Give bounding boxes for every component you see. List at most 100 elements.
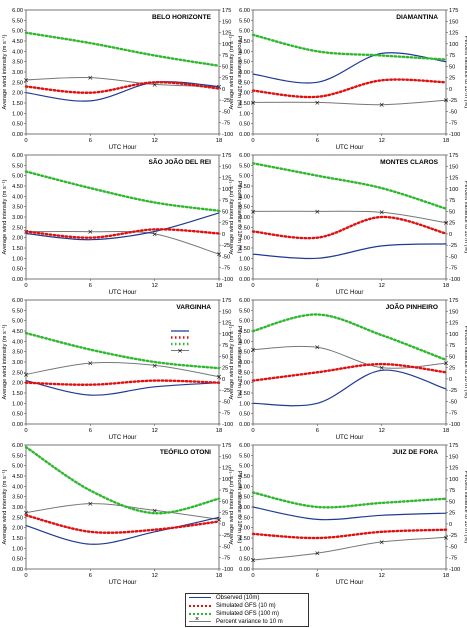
- y-right-tick-label: 75: [449, 343, 455, 349]
- y-right-tick-label: 175: [449, 298, 458, 304]
- series-line-gfs100: [24, 331, 221, 370]
- y-right-tick-label: 150: [449, 454, 458, 460]
- y-right-tick-label: -25: [449, 533, 457, 539]
- y-right-tick-label: 100: [449, 187, 458, 193]
- y-left-tick-label: 4.00: [12, 194, 23, 200]
- panel-title: MONTES CLAROS: [380, 159, 438, 166]
- y-right-tick-label: 100: [222, 477, 231, 483]
- y-right-tick-label: 100: [449, 477, 458, 483]
- y-right-tick-label: 75: [449, 198, 455, 204]
- series-line-percent: [25, 231, 220, 255]
- percent-marker: ×: [250, 99, 256, 107]
- y-left-tick-label: 3.50: [239, 205, 250, 211]
- y-right-tick-label: -50: [449, 399, 457, 405]
- y-right-tick-label: -100: [222, 422, 233, 428]
- y-right-tick-label: 75: [222, 343, 228, 349]
- percent-marker: ×: [216, 251, 222, 259]
- x-tick-label: 6: [316, 573, 319, 579]
- y-left-tick-label: 3.00: [239, 505, 250, 511]
- x-tick-label: 6: [89, 138, 92, 144]
- y-right-tick-label: 25: [222, 76, 228, 82]
- x-tick-label: 12: [378, 283, 384, 289]
- y-right-axis-label: Percent variance to 10 m (%): [463, 36, 467, 109]
- y-right-tick-label: -75: [222, 556, 230, 562]
- y-left-tick-label: 6.00: [239, 153, 250, 159]
- y-right-tick-label: 100: [222, 332, 231, 338]
- series-line-observed: [252, 243, 447, 260]
- y-right-tick-label: 125: [449, 466, 458, 472]
- y-right-tick-label: -25: [222, 533, 230, 539]
- x-tick-label: 12: [378, 428, 384, 434]
- y-left-tick-label: 4.00: [239, 484, 250, 490]
- y-left-tick-label: 2.50: [239, 515, 250, 521]
- y-left-tick-label: 3.00: [12, 70, 23, 76]
- y-left-tick-label: 3.00: [12, 505, 23, 511]
- x-axis-label: UTC Hour: [109, 579, 137, 586]
- y-left-tick-label: 1.00: [239, 401, 250, 407]
- series-line-observed: [25, 81, 220, 102]
- y-right-tick-label: 25: [449, 76, 455, 82]
- y-right-axis-label: Percent variance to 10 m (%): [236, 36, 242, 109]
- panel-title: BELO HORIZONTE: [152, 14, 212, 21]
- y-right-tick-label: -25: [449, 243, 457, 249]
- y-left-tick-label: 3.50: [12, 205, 23, 211]
- series-line-observed: [25, 516, 220, 545]
- y-left-tick-label: 2.50: [239, 80, 250, 86]
- y-left-tick-label: 3.50: [239, 350, 250, 356]
- series-line-gfs10: [251, 528, 448, 540]
- y-right-tick-label: -75: [449, 556, 457, 562]
- y-right-axis-label: Percent variance to 10 m (%): [463, 326, 467, 399]
- y-left-tick-label: 5.50: [12, 453, 23, 459]
- chart-panel: 6.00 5.50 5.00 4.50 4.00 3.50 3.00 2.50 2.00 1.50…: [2, 443, 242, 586]
- y-right-tick-label: 100: [222, 187, 231, 193]
- y-left-tick-label: 3.50: [12, 495, 23, 501]
- y-right-tick-label: -25: [449, 98, 457, 104]
- y-right-tick-label: 50: [449, 499, 455, 505]
- y-left-tick-label: 5.00: [239, 174, 250, 180]
- y-right-tick-label: 175: [222, 8, 231, 14]
- y-left-tick-label: 1.00: [12, 401, 23, 407]
- series-line-percent: [25, 76, 220, 88]
- y-left-tick-label: 2.00: [239, 236, 250, 242]
- y-left-tick-label: 5.50: [239, 163, 250, 169]
- y-left-tick-label: 6.00: [239, 8, 250, 14]
- legend-swatch-observed: [189, 597, 211, 598]
- x-tick-label: 12: [151, 138, 157, 144]
- y-left-tick-label: 1.00: [12, 256, 23, 262]
- y-left-tick-label: 3.00: [239, 70, 250, 76]
- y-right-tick-label: -25: [449, 388, 457, 394]
- series-line-gfs10: [251, 78, 448, 99]
- x-tick-label: 0: [251, 283, 254, 289]
- y-right-tick-label: -75: [222, 266, 230, 272]
- y-right-tick-label: 125: [222, 176, 231, 182]
- x-tick-label: 18: [216, 573, 222, 579]
- y-right-tick-label: -75: [222, 121, 230, 127]
- y-left-tick-label: 5.50: [239, 18, 250, 24]
- y-left-tick-label: 1.00: [239, 111, 250, 117]
- y-left-tick-label: 1.50: [12, 391, 23, 397]
- percent-marker: ×: [314, 550, 320, 558]
- series-line-percent: [25, 362, 220, 378]
- x-tick-label: 0: [251, 138, 254, 144]
- x-axis-label: UTC Hour: [109, 144, 137, 151]
- y-right-tick-label: 125: [222, 31, 231, 37]
- y-right-tick-label: 175: [222, 298, 231, 304]
- series-line-gfs10: [24, 228, 221, 239]
- y-left-tick-label: 1.00: [239, 256, 250, 262]
- y-left-axis-label: Average wind intensity (m s⁻¹): [2, 469, 8, 544]
- series-line-observed: [25, 212, 220, 241]
- y-left-tick-label: 5.50: [12, 163, 23, 169]
- x-tick-label: 0: [24, 428, 27, 434]
- y-right-tick-label: 175: [222, 443, 231, 449]
- x-axis-label: UTC Hour: [336, 144, 364, 151]
- panel-title: TEÓFILO OTONI: [160, 447, 211, 456]
- y-right-tick-label: -50: [449, 544, 457, 550]
- y-left-tick-label: 2.50: [12, 370, 23, 376]
- y-right-tick-label: 100: [449, 42, 458, 48]
- y-right-tick-label: -50: [449, 254, 457, 260]
- y-left-tick-label: 5.00: [12, 464, 23, 470]
- y-left-tick-label: 4.50: [239, 329, 250, 335]
- series-line-percent: [252, 99, 447, 106]
- panel-title: JUIZ DE FORA: [392, 449, 438, 456]
- y-left-tick-label: 0.50: [239, 557, 250, 563]
